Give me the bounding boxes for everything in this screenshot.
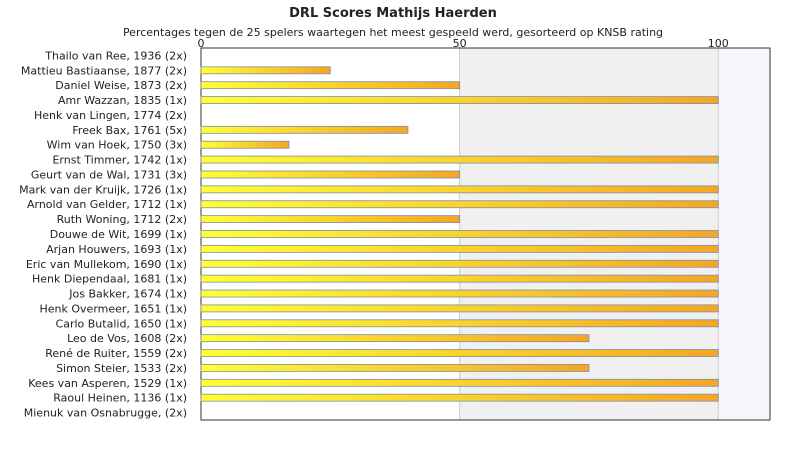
bar [200, 334, 590, 343]
x-tick-label: 50 [453, 37, 467, 50]
category-label: Henk Overmeer, 1651 (1x) [40, 302, 188, 315]
category-label: Jos Bakker, 1674 (1x) [68, 288, 187, 301]
chart-title: DRL Scores Mathijs Haerden [289, 6, 497, 21]
bar [200, 125, 409, 134]
bar [200, 155, 719, 164]
category-label: Kees van Asperen, 1529 (1x) [28, 377, 187, 390]
category-label: Raoul Heinen, 1136 (1x) [53, 392, 187, 405]
bar [200, 378, 719, 387]
category-label: Thailo van Ree, 1936 (2x) [44, 49, 187, 62]
bar [200, 274, 719, 283]
bar [200, 66, 331, 75]
grid-band [718, 48, 770, 420]
bar [200, 170, 461, 179]
category-label: Leo de Vos, 1608 (2x) [67, 332, 187, 345]
category-label: Arjan Houwers, 1693 (1x) [46, 243, 187, 256]
category-label: Geurt van de Wal, 1731 (3x) [31, 168, 187, 181]
bar [200, 230, 719, 238]
category-label: Mienuk van Osnabrugge, (2x) [24, 407, 187, 420]
bar [200, 319, 719, 328]
category-label: Ernst Timmer, 1742 (1x) [52, 154, 187, 167]
category-label: Eric van Mullekom, 1690 (1x) [26, 258, 187, 271]
bar [200, 140, 290, 149]
bar [200, 289, 719, 298]
bar [200, 244, 719, 253]
bar [200, 259, 719, 268]
category-label: Simon Steier, 1533 (2x) [56, 362, 187, 375]
category-label: Henk Diependaal, 1681 (1x) [32, 273, 187, 286]
bar [200, 304, 719, 313]
chart-subtitle: Percentages tegen de 25 spelers waartege… [123, 26, 663, 39]
bar [200, 200, 719, 209]
category-label: Douwe de Wit, 1699 (1x) [50, 228, 187, 241]
category-label: Mark van der Kruijk, 1726 (1x) [19, 183, 187, 196]
category-label: Freek Bax, 1761 (5x) [72, 124, 187, 137]
category-label: Mattieu Bastiaanse, 1877 (2x) [21, 64, 187, 77]
category-label: Carlo Butalid, 1650 (1x) [56, 317, 187, 330]
category-label: Wim van Hoek, 1750 (3x) [47, 139, 187, 152]
category-label: Henk van Lingen, 1774 (2x) [34, 109, 187, 122]
x-tick-label: 0 [198, 37, 205, 50]
category-label: Amr Wazzan, 1835 (1x) [58, 94, 187, 107]
bar [200, 393, 719, 402]
category-label: Daniel Weise, 1873 (2x) [55, 79, 187, 92]
bar [200, 349, 719, 357]
plot-area: 0 50 100 Thailo van Ree, 1936 (2x) Mattieu B… [19, 37, 771, 421]
bar [200, 185, 719, 194]
category-label: Arnold van Gelder, 1712 (1x) [27, 198, 187, 211]
bar [200, 215, 461, 224]
category-label: René de Ruiter, 1559 (2x) [45, 347, 187, 360]
category-label: Ruth Woning, 1712 (2x) [57, 213, 187, 226]
x-tick-label: 100 [708, 37, 729, 50]
bar [200, 96, 719, 104]
bar [200, 364, 590, 372]
bar [200, 81, 461, 90]
